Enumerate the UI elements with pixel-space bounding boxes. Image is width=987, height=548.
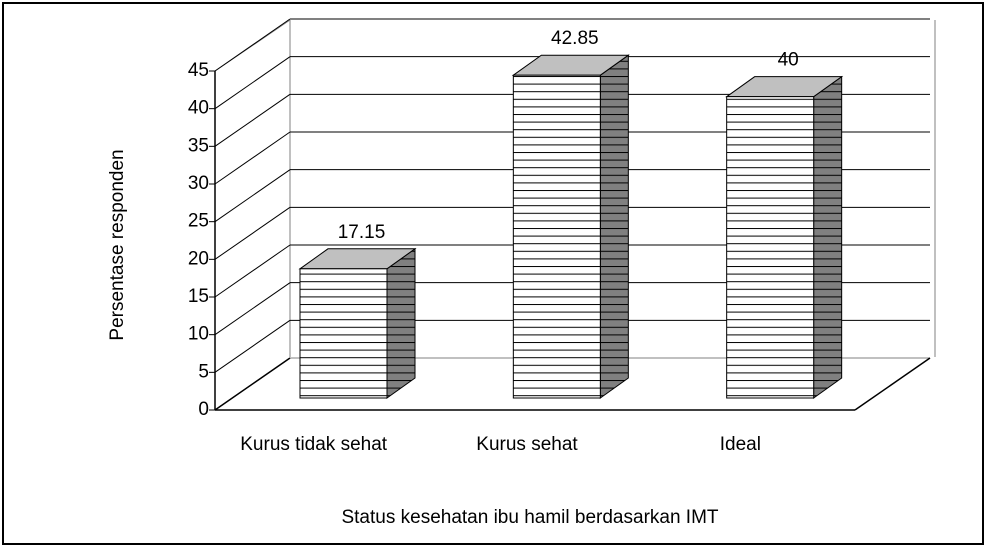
grid-line-side [214, 18, 291, 72]
bar-side [813, 75, 843, 399]
y-tick-label: 45 [188, 60, 209, 81]
y-tick-label: 40 [188, 98, 209, 119]
y-tick-label: 5 [198, 361, 209, 382]
grid-line-side [214, 206, 291, 260]
y-tick-label: 15 [188, 286, 209, 307]
grid-line-side [214, 319, 291, 373]
grid-line-side [214, 169, 291, 223]
y-tick-label: 0 [198, 399, 209, 420]
y-axis-title: Persentase responden [107, 149, 128, 340]
grid-line-side [214, 131, 291, 185]
bar [299, 268, 388, 399]
value-label: 40 [778, 50, 799, 71]
value-label: 17.15 [338, 222, 386, 243]
x-tick-label: Ideal [720, 434, 761, 455]
y-tick-label: 20 [188, 248, 209, 269]
bar-side [386, 247, 416, 399]
x-axis-title: Status kesehatan ibu hamil berdasarkan I… [341, 507, 718, 528]
x-tick-label: Kurus sehat [476, 434, 578, 455]
y-tick-label: 25 [188, 211, 209, 232]
bar [726, 96, 815, 399]
y-tick-label: 10 [188, 324, 209, 345]
grid-line-side [214, 56, 291, 110]
grid-line-side [214, 93, 291, 147]
y-tick-label: 30 [188, 173, 209, 194]
value-label: 42.85 [551, 28, 599, 49]
grid-line-side [214, 244, 291, 298]
floor-edge [854, 357, 931, 411]
x-tick-label: Kurus tidak sehat [240, 434, 388, 455]
y-tick-label: 35 [188, 135, 209, 156]
bar [512, 74, 601, 399]
floor-edge [214, 357, 291, 411]
bar-side [599, 54, 629, 399]
grid-line-side [214, 282, 291, 336]
